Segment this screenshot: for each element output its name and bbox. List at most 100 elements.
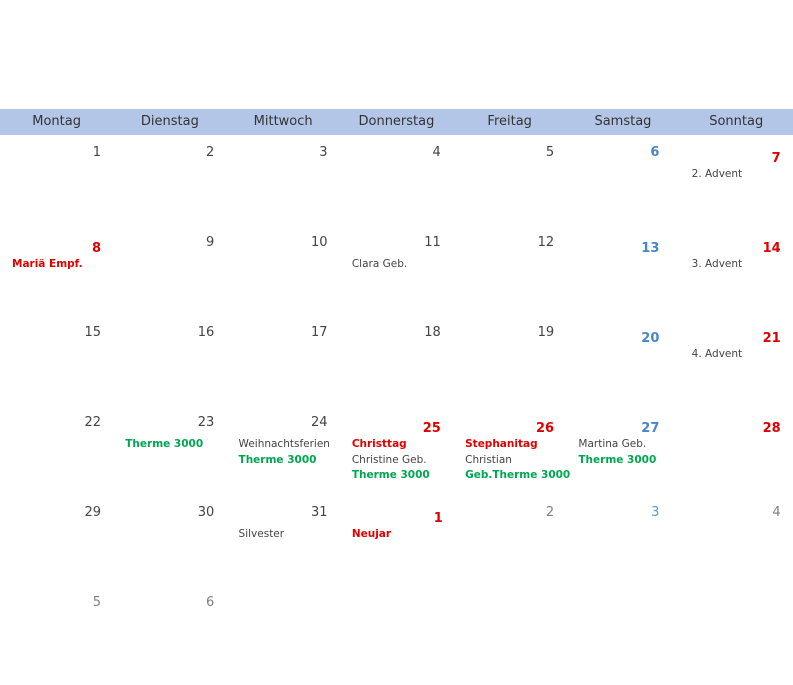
day-number: 3 xyxy=(651,505,660,520)
day-number: 14 xyxy=(762,241,781,256)
day-note: Geb.Therme 3000 xyxy=(465,469,571,481)
day-note: Weihnachtsferien xyxy=(238,438,330,450)
day-number: 22 xyxy=(84,415,101,430)
day-note: Clara Geb. xyxy=(351,258,408,270)
day-cell[interactable]: 2 xyxy=(453,505,566,595)
day-number: 30 xyxy=(197,505,215,520)
day-cell[interactable]: 5 xyxy=(0,595,113,685)
day-cell[interactable]: 29 xyxy=(0,505,113,595)
day-number: 2 xyxy=(205,145,215,160)
day-cell[interactable]: 16 xyxy=(113,325,226,415)
day-note: Mariä Empf. xyxy=(12,258,83,270)
day-number: 16 xyxy=(197,325,215,340)
day-cell[interactable]: 31 Silvester xyxy=(227,505,340,595)
day-note: 3. Advent xyxy=(691,258,743,270)
day-cell[interactable]: 26 Stephanitag Christian Geb.Therme 3000 xyxy=(453,415,570,505)
day-number: 6 xyxy=(205,595,215,610)
day-cell[interactable]: 3 xyxy=(227,145,340,235)
day-number: 4 xyxy=(772,505,781,520)
day-cell[interactable]: 4 xyxy=(340,145,453,235)
day-number: 20 xyxy=(641,331,660,346)
weekday-6: Sonntag xyxy=(709,114,764,129)
day-note: Therme 3000 xyxy=(125,438,204,450)
weekday-1: Dienstag xyxy=(140,114,199,129)
day-note: Therme 3000 xyxy=(351,469,430,481)
day-number: 15 xyxy=(84,325,101,340)
day-cell[interactable]: 24 Weihnachtsferien Therme 3000 xyxy=(227,415,340,505)
day-cell[interactable]: 5 xyxy=(453,145,566,235)
day-cell[interactable]: 21 4. Advent xyxy=(680,325,793,415)
day-note: Christtag xyxy=(351,438,407,450)
day-cell[interactable]: 15 xyxy=(0,325,113,415)
day-cell[interactable]: 3 xyxy=(566,505,679,595)
day-note: Christine Geb. xyxy=(351,453,427,466)
day-cell[interactable]: 6 xyxy=(566,145,679,235)
day-number: 18 xyxy=(424,325,441,340)
day-note: Therme 3000 xyxy=(578,453,657,466)
day-number: 1 xyxy=(92,145,101,160)
day-number: 27 xyxy=(641,421,660,436)
day-number: 29 xyxy=(84,505,101,520)
day-cell[interactable]: 1 xyxy=(0,145,113,235)
day-number: 26 xyxy=(536,421,555,436)
day-number: 5 xyxy=(545,145,555,160)
day-number: 13 xyxy=(641,241,660,256)
day-number: 31 xyxy=(311,505,328,520)
day-cell[interactable]: 1 Neujar xyxy=(340,505,453,595)
day-cell[interactable]: 11 Clara Geb. xyxy=(340,235,453,325)
weekday-3: Donnerstag xyxy=(358,114,435,129)
weekday-2: Mittwoch xyxy=(253,114,313,129)
day-number: 12 xyxy=(537,235,555,250)
day-cell[interactable]: 25 Christtag Christine Geb. Therme 3000 xyxy=(340,415,453,505)
day-cell[interactable]: 9 xyxy=(113,235,226,325)
day-cell[interactable]: 14 3. Advent xyxy=(680,235,793,325)
day-cell[interactable]: 4 xyxy=(680,505,793,595)
day-cell[interactable]: 8 Mariä Empf. xyxy=(0,235,113,325)
weekday-0: Montag xyxy=(32,114,81,129)
day-cell[interactable]: 27 Martina Geb. Therme 3000 xyxy=(566,415,679,505)
day-note: Martina Geb. xyxy=(578,438,647,450)
day-cell[interactable]: 7 2. Advent xyxy=(680,145,793,235)
weekday-5: Samstag xyxy=(594,114,652,129)
day-cell[interactable]: 19 xyxy=(453,325,566,415)
day-number: 3 xyxy=(319,145,328,160)
weekday-header: Montag Dienstag Mittwoch Donnerstag Freitag S… xyxy=(0,109,793,135)
day-cell[interactable]: 10 xyxy=(227,235,340,325)
day-cell[interactable]: 12 xyxy=(453,235,566,325)
day-note: Stephanitag xyxy=(465,438,538,450)
day-number: 19 xyxy=(537,325,555,340)
day-number: 24 xyxy=(311,415,328,430)
day-number: 23 xyxy=(197,415,215,430)
day-number: 17 xyxy=(311,325,328,340)
day-number: 10 xyxy=(311,235,328,250)
day-number: 25 xyxy=(422,421,441,436)
day-number: 9 xyxy=(205,235,215,250)
day-cell[interactable]: 17 xyxy=(227,325,340,415)
day-number: 11 xyxy=(424,235,441,250)
day-cell[interactable]: 6 xyxy=(113,595,226,685)
day-note: Silvester xyxy=(238,528,285,540)
day-cell[interactable]: 2 xyxy=(113,145,226,235)
day-number: 6 xyxy=(650,145,660,160)
day-number: 5 xyxy=(92,595,101,610)
day-number: 7 xyxy=(771,151,781,166)
day-note: Neujar xyxy=(351,528,392,540)
day-number: 2 xyxy=(545,505,555,520)
day-note: 2. Advent xyxy=(691,168,743,180)
day-note: 4. Advent xyxy=(691,348,743,360)
day-cell[interactable]: 18 xyxy=(340,325,453,415)
day-number: 28 xyxy=(762,421,781,436)
day-number: 1 xyxy=(433,511,443,526)
day-cell[interactable]: 30 xyxy=(113,505,226,595)
day-cell[interactable]: 23 Therme 3000 xyxy=(113,415,226,505)
day-number: 8 xyxy=(91,241,101,256)
day-cell[interactable]: 22 xyxy=(0,415,113,505)
day-cell[interactable]: 20 xyxy=(566,325,679,415)
day-cell[interactable]: 28 xyxy=(680,415,793,505)
day-cell[interactable]: 13 xyxy=(566,235,679,325)
day-number: 21 xyxy=(762,331,781,346)
day-number: 4 xyxy=(432,145,441,160)
day-note: Therme 3000 xyxy=(238,453,317,466)
day-note: Christian xyxy=(465,453,512,466)
weekday-4: Freitag xyxy=(487,114,532,129)
